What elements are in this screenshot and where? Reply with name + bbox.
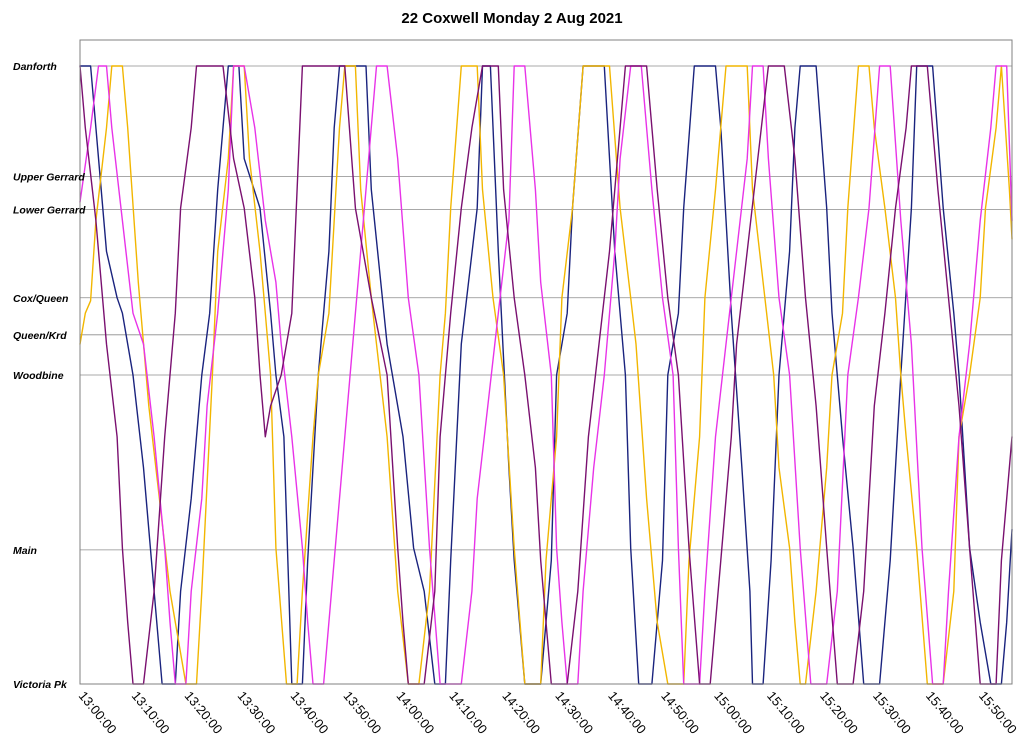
tick-label: 15:10:00: [764, 688, 808, 736]
time-tick-labels: 13:00:00 13:10:00 13:20:00 13:30:00 13:40:00…: [76, 688, 1020, 736]
tick-label: 14:10:00: [446, 688, 490, 736]
stop-label: Danforth: [13, 61, 57, 73]
chart-title: 22 Coxwell Monday 2 Aug 2021: [401, 10, 622, 27]
stop-label: Upper Gerrard: [13, 172, 85, 184]
tick-label: 13:50:00: [340, 688, 384, 736]
tick-label: 13:30:00: [235, 688, 279, 736]
tick-label: 13:20:00: [182, 688, 226, 736]
tick-label: 14:40:00: [605, 688, 649, 736]
tick-label: 15:00:00: [711, 688, 755, 736]
tick-label: 13:00:00: [76, 688, 120, 736]
tick-label: 15:40:00: [923, 688, 967, 736]
tick-label: 14:00:00: [393, 688, 437, 736]
tick-label: 14:50:00: [658, 688, 702, 736]
stop-label: Main: [13, 545, 37, 557]
tick-label: 14:30:00: [552, 688, 596, 736]
tick-label: 15:30:00: [870, 688, 914, 736]
tick-label: 13:40:00: [288, 688, 332, 736]
tick-label: 15:20:00: [817, 688, 861, 736]
series-line: [79, 65, 1013, 685]
gridlines: [80, 65, 1012, 551]
stop-label: Woodbine: [13, 370, 64, 382]
plot-area-frame: [79, 39, 1013, 685]
stop-label: Queen/Krd: [13, 330, 67, 342]
tick-label: 15:50:00: [976, 688, 1020, 736]
tick-label: 13:10:00: [129, 688, 173, 736]
stop-label: Lower Gerrard: [13, 204, 86, 216]
stop-labels: Danforth Upper Gerrard Lower Gerrard Cox/Qu…: [13, 61, 86, 691]
stop-label: Victoria Pk: [13, 679, 68, 691]
series-line: [79, 65, 1013, 685]
series-line: [79, 65, 1013, 685]
stop-label: Cox/Queen: [13, 293, 68, 305]
tick-label: 14:20:00: [499, 688, 543, 736]
